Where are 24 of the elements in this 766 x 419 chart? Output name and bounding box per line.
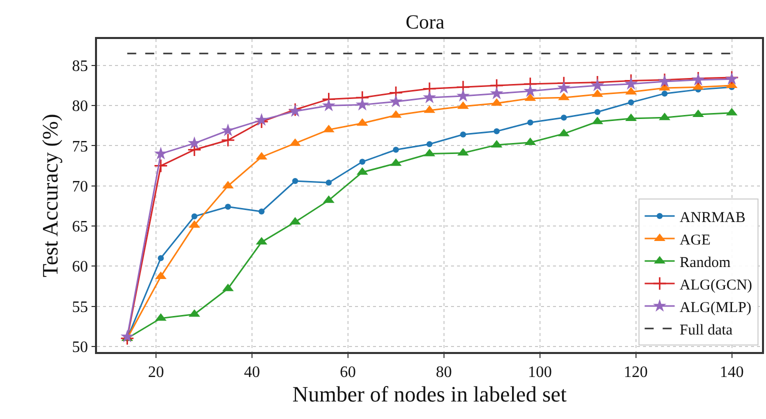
y-tick-label: 65 [72, 218, 88, 236]
legend-label: AGE [680, 232, 711, 248]
chart-title: Cora [406, 12, 445, 34]
x-tick-label: 120 [624, 364, 648, 381]
legend-label: ALG(MLP) [680, 300, 752, 316]
legend-label: Random [680, 254, 731, 271]
x-tick-label: 40 [244, 364, 260, 381]
y-tick-label: 70 [72, 178, 88, 196]
y-axis-title: Test Accuracy (%) [37, 114, 62, 278]
legend-label: Full data [680, 322, 733, 338]
x-tick-label: 20 [148, 364, 164, 381]
y-tick-label: 60 [72, 258, 88, 276]
x-tick-label: 100 [528, 364, 552, 381]
y-tick-label: 50 [72, 338, 88, 356]
x-tick-label: 140 [720, 364, 744, 381]
y-tick-label: 55 [72, 298, 88, 316]
x-tick-label: 60 [340, 364, 356, 381]
y-tick-label: 75 [72, 138, 88, 156]
legend-label: ANRMAB [680, 210, 746, 226]
x-axis-title: Number of nodes in labeled set [292, 381, 567, 406]
legend-label: ALG(GCN) [680, 277, 752, 294]
x-tick-label: 80 [436, 364, 452, 381]
y-tick-label: 85 [72, 58, 88, 76]
y-tick-label: 80 [72, 98, 88, 116]
